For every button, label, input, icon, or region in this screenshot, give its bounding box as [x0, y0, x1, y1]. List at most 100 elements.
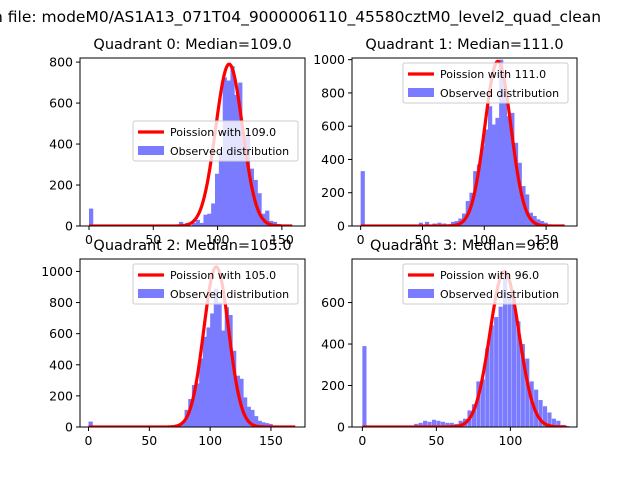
histogram-bar: [206, 327, 211, 427]
y-tick-label: 200: [321, 185, 345, 200]
histogram-bar: [449, 422, 454, 427]
histogram-bar: [418, 422, 423, 427]
histogram-bar: [264, 423, 270, 427]
legend-fit-label: Poission with 105.0: [170, 269, 276, 282]
histogram-bar: [261, 422, 266, 427]
histogram-bar: [360, 171, 365, 226]
x-tick-label: 100: [498, 433, 522, 448]
subplot-quadrant-0: 0 50 100 150 0 200 400 600 800 Poission with 109.…: [49, 37, 306, 247]
histogram-bar: [525, 358, 530, 427]
legend-hist-label: Observed distribution: [440, 288, 559, 301]
histogram-bar: [513, 142, 519, 226]
histogram-bar: [232, 350, 237, 427]
y-tick-label: 200: [321, 378, 345, 393]
subplot-title: Quadrant 1: Median=111.0: [365, 37, 563, 53]
histogram-bar: [491, 124, 496, 226]
histogram-bar: [437, 222, 442, 226]
legend-fit-label: Poission with 109.0: [170, 126, 276, 139]
histogram-bar: [536, 219, 541, 226]
y-tick-label: 0: [337, 219, 345, 234]
histogram-bar: [423, 420, 428, 427]
legend-fit-label: Poission with 96.0: [440, 269, 539, 282]
x-tick-label: 100: [198, 433, 222, 448]
subplot-title: Quadrant 3: Median=96.0: [370, 238, 559, 254]
y-tick-label: 0: [65, 219, 73, 234]
histogram-bar: [556, 420, 561, 427]
legend-hist-swatch: [408, 289, 434, 298]
histogram-bar: [480, 379, 485, 427]
histogram-bar: [235, 375, 240, 427]
poisson-fit-line: [360, 59, 565, 226]
poisson-fit-line: [362, 269, 567, 427]
legend-hist-label: Observed distribution: [170, 288, 289, 301]
histogram-bar: [199, 222, 204, 226]
histogram-bar: [476, 164, 482, 226]
y-tick-label: 800: [49, 55, 73, 70]
axes-frame: [79, 258, 306, 428]
subplot-title: Quadrant 0: Median=109.0: [93, 37, 291, 53]
legend-box: [402, 263, 569, 305]
legend-box: [132, 120, 299, 162]
histogram-bar: [440, 421, 445, 427]
legend-hist-label: Observed distribution: [170, 145, 289, 158]
histogram-bar: [551, 418, 556, 427]
y-tick-label: 1000: [313, 52, 345, 67]
histogram-bar: [485, 348, 490, 427]
histogram-bar: [480, 146, 485, 226]
histogram-bar: [511, 298, 517, 427]
histogram-bar: [510, 112, 515, 226]
histogram-bar: [565, 425, 570, 427]
histogram-bar: [471, 404, 477, 427]
histogram-bar: [191, 222, 197, 226]
histogram-bar: [516, 321, 521, 427]
histogram-bar: [547, 412, 552, 427]
histogram-bar: [502, 273, 508, 427]
histogram-bar: [487, 106, 493, 226]
legend: Poission with 111.0 Observed distribution: [402, 62, 569, 104]
histogram-bar: [242, 137, 247, 226]
legend: Poission with 105.0 Observed distribution: [132, 263, 299, 305]
plot-area: [88, 265, 296, 427]
histogram-bar: [217, 302, 222, 427]
legend-box: [132, 263, 299, 305]
y-tick-label: 400: [49, 137, 73, 152]
histogram-bar: [498, 306, 503, 427]
histogram-bar: [495, 117, 500, 226]
histogram-bar: [520, 344, 525, 427]
plot-area: [360, 59, 565, 226]
legend: Poission with 96.0 Observed distribution: [402, 263, 569, 305]
histogram-bar: [224, 307, 229, 427]
histogram-bar: [210, 313, 215, 427]
y-tick-label: 600: [321, 119, 345, 134]
y-tick-label: 600: [49, 96, 73, 111]
subplot-title: Quadrant 2: Median=105.0: [93, 238, 291, 254]
y-tick-label: 400: [321, 337, 345, 352]
histogram-bar: [203, 214, 208, 226]
histogram-bar: [502, 86, 508, 226]
y-tick-label: 800: [49, 295, 73, 310]
subplot-quadrant-1: 0 50 100 150 0 200 400 600 800 1000 Poission with …: [313, 37, 578, 247]
y-tick-label: 600: [49, 326, 73, 341]
x-tick-label: 100: [206, 232, 230, 247]
histogram-bar: [539, 221, 545, 226]
x-tick-label: 0: [85, 433, 93, 448]
y-tick-label: 200: [49, 388, 73, 403]
histogram-bar: [489, 325, 494, 427]
histogram-bar: [191, 385, 197, 427]
histogram-bar: [534, 389, 539, 427]
histogram-bar: [245, 135, 251, 226]
histogram-bar: [265, 210, 270, 226]
legend-hist-swatch: [138, 289, 164, 298]
histogram-bar: [179, 221, 184, 226]
legend-hist-label: Observed distribution: [440, 87, 559, 100]
x-tick-label: 150: [259, 433, 283, 448]
y-tick-label: 1000: [41, 264, 73, 279]
histogram-bar: [221, 330, 226, 427]
histogram-bar: [542, 406, 548, 427]
y-tick-label: 400: [321, 152, 345, 167]
plot-area: [362, 269, 570, 427]
histogram-bar: [195, 383, 200, 427]
histogram-bar: [431, 419, 437, 427]
histogram-bar: [538, 400, 543, 427]
